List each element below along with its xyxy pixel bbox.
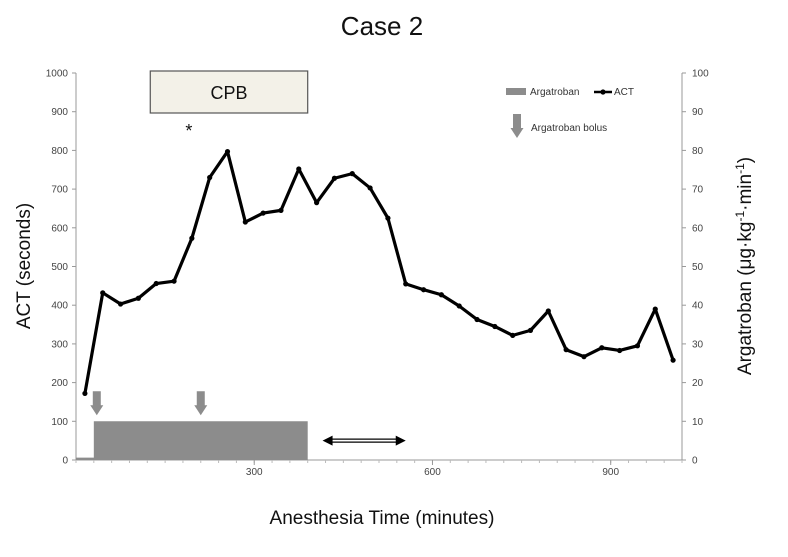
act-data-point (634, 343, 641, 349)
y2-tick-label: 20 (692, 378, 704, 389)
x-axis-title: Anesthesia Time (minutes) (270, 508, 495, 529)
act-data-point (349, 171, 355, 177)
y2-axis-title-mid: ·min (735, 174, 756, 211)
act-data-point (278, 207, 284, 213)
act-data-point (670, 357, 676, 363)
act-series-layer (82, 148, 676, 397)
y-tick-label: 0 (62, 456, 68, 467)
x-tick-label: 300 (246, 467, 263, 478)
act-data-point (438, 292, 444, 298)
y2-tick-label: 50 (692, 262, 704, 273)
act-data-point (563, 347, 569, 353)
y2-tick-label: 70 (692, 185, 704, 196)
y-tick-label: 200 (51, 378, 68, 389)
y-tick-label: 300 (51, 339, 68, 350)
y-tick-label: 100 (51, 417, 68, 428)
y-tick-label: 400 (51, 301, 68, 312)
act-data-point (260, 210, 266, 216)
act-data-point (82, 390, 88, 397)
y2-axis-title-sup1: -1 (733, 211, 747, 222)
act-data-point (224, 148, 231, 155)
y-tick-label: 800 (51, 146, 68, 157)
act-data-point (100, 290, 106, 296)
legend-argatroban-swatch (506, 88, 526, 95)
legend-act-label: ACT (614, 87, 634, 98)
cpb-label: CPB (210, 83, 247, 103)
argatroban-bolus-arrow (90, 391, 104, 416)
act-data-point (492, 323, 498, 330)
act-data-point (331, 175, 338, 181)
act-data-point (474, 316, 480, 323)
act-data-point (189, 235, 195, 241)
x-tick-label: 600 (424, 467, 441, 478)
double-arrow-left-head (322, 435, 333, 446)
y2-axis-title: Argatroban (μg·kg-1·min-1) (733, 157, 756, 375)
asterisk-annotation: * (185, 121, 192, 141)
act-data-point (296, 166, 302, 172)
cpb-box (149, 70, 309, 114)
act-data-point (510, 332, 516, 338)
act-data-point (117, 301, 124, 307)
argatroban-bolus-arrow (194, 391, 208, 416)
legend: Argatroban ACT Argatroban bolus (506, 87, 634, 134)
y-axis-title: ACT (seconds) (14, 203, 35, 329)
act-data-point (153, 280, 159, 287)
y2-tick-label: 80 (692, 146, 704, 157)
argatroban-infusion-area (76, 421, 308, 460)
act-series-line (83, 149, 675, 394)
act-data-point (242, 219, 248, 225)
y2-tick-label: 30 (692, 339, 704, 350)
double-arrow-right-head (395, 435, 406, 446)
y-tick-label: 500 (51, 262, 68, 273)
act-data-point (581, 354, 587, 360)
y2-tick-label: 100 (692, 69, 709, 80)
y-tick-label: 600 (51, 223, 68, 234)
act-data-point (420, 287, 427, 293)
y2-axis-title-sup2: -1 (733, 163, 747, 174)
act-data-point (171, 278, 177, 284)
act-data-point (403, 281, 409, 287)
axes: 0 100 200 300 400 500 600 700 800 900 1000 0 10 20 30 4… (46, 69, 709, 479)
y-tick-label: 1000 (46, 69, 69, 80)
y2-tick-label: 60 (692, 223, 704, 234)
act-data-point (207, 174, 213, 181)
y-tick-label: 700 (51, 185, 68, 196)
y2-axis-title-prefix: Argatroban (μg·kg (735, 222, 756, 376)
y2-tick-label: 90 (692, 107, 704, 118)
y2-tick-label: 40 (692, 301, 704, 312)
annotations-layer: CPB * (90, 70, 524, 446)
legend-bolus-arrow (510, 114, 524, 138)
chart-title: Case 2 (341, 11, 423, 41)
argatroban-area-layer (76, 421, 308, 460)
act-data-point (385, 215, 391, 221)
act-data-point (545, 308, 551, 314)
act-data-point (599, 345, 605, 351)
legend-act-marker (600, 89, 606, 95)
act-data-point (456, 303, 462, 309)
y2-axis-title-suffix: ) (735, 157, 756, 163)
act-data-point (135, 295, 141, 301)
act-data-point (527, 327, 534, 333)
act-data-point (617, 347, 623, 354)
x-tick-label: 900 (602, 467, 619, 478)
y-tick-label: 900 (51, 107, 68, 118)
act-data-point (367, 185, 373, 191)
act-data-point (314, 200, 320, 206)
y2-tick-label: 10 (692, 417, 704, 428)
legend-argatroban-label: Argatroban (530, 87, 579, 98)
act-data-point (652, 306, 658, 312)
legend-bolus-label: Argatroban bolus (531, 123, 607, 134)
y2-tick-label: 0 (692, 456, 698, 467)
